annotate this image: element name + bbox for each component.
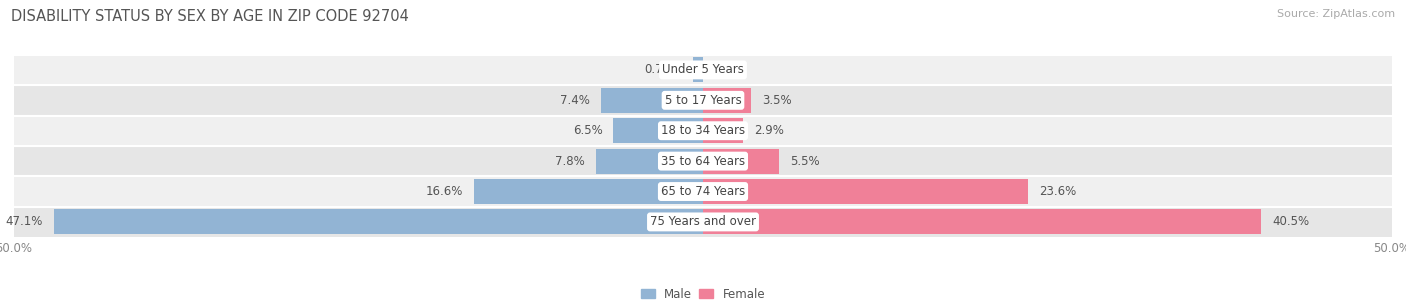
Bar (703, 118, 742, 143)
Bar (14, 176, 1392, 207)
Text: Under 5 Years: Under 5 Years (662, 64, 744, 76)
Bar (14, 146, 1392, 176)
Text: 23.6%: 23.6% (1039, 185, 1077, 198)
Text: 3.5%: 3.5% (762, 94, 792, 107)
Bar (613, 118, 703, 143)
Bar (596, 149, 703, 174)
Text: DISABILITY STATUS BY SEX BY AGE IN ZIP CODE 92704: DISABILITY STATUS BY SEX BY AGE IN ZIP C… (11, 9, 409, 24)
Bar (14, 116, 1392, 146)
Legend: Male, Female: Male, Female (641, 288, 765, 301)
Text: Source: ZipAtlas.com: Source: ZipAtlas.com (1277, 9, 1395, 19)
Bar (703, 209, 1261, 234)
Text: 40.5%: 40.5% (1272, 216, 1309, 228)
Text: 47.1%: 47.1% (6, 216, 44, 228)
Text: 0.75%: 0.75% (644, 64, 682, 76)
Bar (14, 85, 1392, 116)
Bar (14, 55, 1392, 85)
Bar (14, 207, 1392, 237)
Bar (693, 57, 703, 82)
Text: 35 to 64 Years: 35 to 64 Years (661, 155, 745, 168)
Bar (474, 179, 703, 204)
Text: 16.6%: 16.6% (426, 185, 463, 198)
Text: 7.8%: 7.8% (555, 155, 585, 168)
Bar (600, 88, 703, 113)
Bar (703, 149, 779, 174)
Text: 2.9%: 2.9% (754, 124, 785, 137)
Text: 5.5%: 5.5% (790, 155, 820, 168)
Bar (703, 179, 1028, 204)
Text: 75 Years and over: 75 Years and over (650, 216, 756, 228)
Text: 65 to 74 Years: 65 to 74 Years (661, 185, 745, 198)
Text: 18 to 34 Years: 18 to 34 Years (661, 124, 745, 137)
Bar (703, 88, 751, 113)
Text: 0.0%: 0.0% (714, 64, 744, 76)
Bar (53, 209, 703, 234)
Text: 7.4%: 7.4% (560, 94, 591, 107)
Text: 5 to 17 Years: 5 to 17 Years (665, 94, 741, 107)
Text: 6.5%: 6.5% (572, 124, 602, 137)
